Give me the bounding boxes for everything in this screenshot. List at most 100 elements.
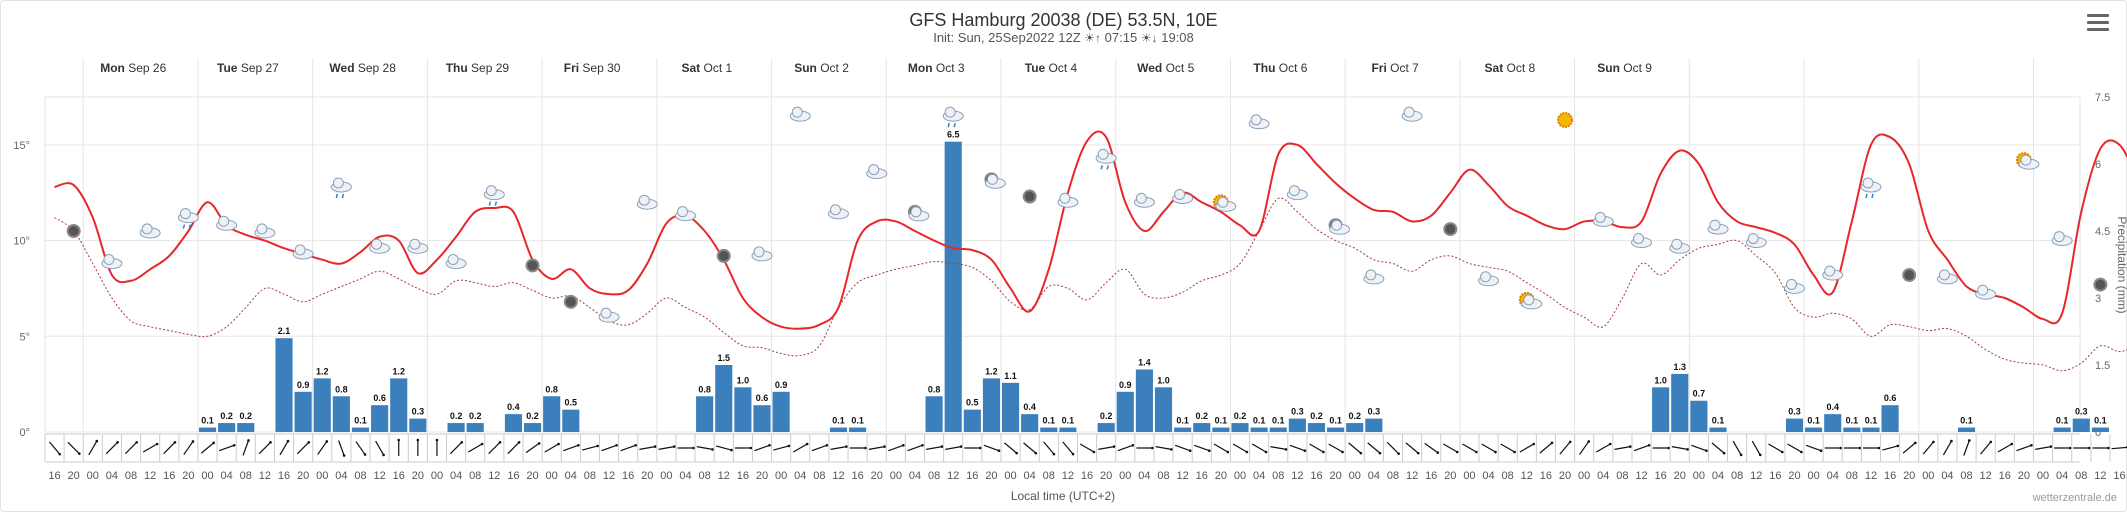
hour-label: 08 [1157, 470, 1169, 482]
wind-tip [480, 442, 484, 446]
wind-tip [363, 453, 367, 456]
cloud-icon [1401, 106, 1423, 122]
hour-label: 04 [1712, 470, 1724, 482]
hour-label: 00 [87, 470, 99, 482]
cloud-rain-icon [1095, 148, 1117, 170]
wind-tip [155, 442, 159, 446]
wind-tip [1667, 446, 1670, 450]
wind-tip [498, 441, 502, 444]
precip-label: 0.2 [240, 411, 253, 421]
wind-tip [1322, 450, 1325, 454]
day-label: Sun Oct 9 [1597, 61, 1652, 75]
cloud-puff [1174, 188, 1186, 200]
sunrise-time: 07:15 [1104, 30, 1138, 45]
cloud-puff [1862, 177, 1874, 189]
precip-label: 0.8 [335, 384, 348, 394]
wind-barb [297, 441, 310, 455]
sun-cloud-icon [1518, 291, 1543, 310]
wind-barb [544, 443, 559, 453]
hour-label: 12 [1865, 470, 1877, 482]
precip-label: 0.2 [220, 411, 233, 421]
precip-label: 0.9 [1119, 380, 1132, 390]
precip-bar [1785, 418, 1804, 432]
day-label: Wed Oct 5 [1137, 61, 1194, 75]
cloud-puff [179, 208, 191, 220]
precip-bar [1021, 414, 1039, 432]
precip-label: 6.5 [947, 130, 960, 140]
wind-barb [888, 444, 904, 452]
wind-barb [1500, 443, 1515, 453]
left-tick: 10° [13, 236, 30, 248]
wind-barb [218, 444, 235, 452]
plot-border [44, 96, 2081, 433]
precip-label: 0.1 [1043, 416, 1056, 426]
chart-title: GFS Hamburg 20038 (DE) 53.5N, 10E [909, 10, 1218, 30]
hour-label: 16 [1999, 470, 2011, 482]
precip-bar [1212, 427, 1230, 432]
credit-text[interactable]: wetterzentrale.de [2032, 492, 2117, 504]
right-axis: 0 1.5 3 4.5 6 7.5 Precipitation (mm) [2095, 92, 2127, 439]
sun-icon [1557, 111, 1574, 128]
moon-cloud-icon [1328, 218, 1351, 235]
precip-bar [1346, 423, 1364, 432]
wind-tip [921, 443, 924, 447]
wind-barb [582, 445, 598, 451]
right-tick: 1.5 [2095, 360, 2110, 372]
init-time: Init: Sun, 25Sep2022 12Z [933, 30, 1081, 45]
hour-label: 08 [1502, 470, 1514, 482]
wind-tip [615, 443, 618, 447]
cloud-puff [600, 307, 612, 319]
moon-disc [563, 294, 578, 309]
hour-label: 04 [221, 470, 233, 482]
wind-barb [1155, 446, 1172, 450]
precip-label: 0.1 [1329, 416, 1342, 426]
cloud-puff [1747, 232, 1759, 244]
x-axis: 16 20 00 04 08 12 16 20 00 04 08 12 16 20 00 04 08 12 16 20… [48, 470, 2125, 503]
cloud-puff [986, 173, 998, 185]
wind-barb [1023, 442, 1037, 454]
wind-barb [1174, 444, 1191, 452]
moon-icon [66, 224, 81, 238]
precip-bar [447, 423, 465, 432]
precip-label: 0.7 [1693, 389, 1706, 399]
wind-tip [1284, 448, 1288, 451]
cloud-rain-icon [177, 208, 199, 229]
cloud-puff [1671, 238, 1683, 250]
cloud-puff [1709, 219, 1721, 231]
wind-barb [1309, 443, 1324, 453]
hour-label: 00 [546, 470, 558, 482]
wind-barb [525, 442, 540, 454]
cloud-puff [1594, 211, 1606, 223]
hour-label: 20 [68, 470, 80, 482]
wind-tip [460, 441, 464, 444]
wind-row [44, 433, 2127, 463]
cloud-puff [141, 223, 153, 235]
cloud-puff [1365, 269, 1377, 281]
wind-barb [1213, 443, 1229, 453]
precip-bar [1881, 405, 1899, 432]
hour-label: 08 [1960, 470, 1972, 482]
wind-barb [1481, 443, 1496, 453]
precip-label: 0.1 [1712, 416, 1725, 426]
wind-tip [1532, 442, 1536, 446]
cloud-puff [829, 204, 841, 216]
precip-bar [772, 391, 790, 432]
precip-bar [1805, 427, 1823, 432]
cloud-puff [332, 177, 344, 189]
wind-tip [1170, 448, 1173, 451]
hour-label: 08 [1272, 470, 1284, 482]
wind-barb [1805, 444, 1822, 452]
hamburger-menu-icon[interactable] [2087, 14, 2109, 34]
cloud-rain-icon [483, 185, 505, 206]
wind-tip [1188, 449, 1192, 453]
right-tick: 4.5 [2095, 226, 2110, 238]
hour-label: 00 [431, 470, 443, 482]
cloud-puff [910, 206, 922, 218]
precip-label: 0.3 [1788, 407, 1801, 417]
precip-bar [1709, 427, 1727, 432]
sun-cloud-icon [2015, 152, 2040, 170]
wind-tip [1568, 440, 1572, 444]
left-tick: 5° [19, 331, 30, 343]
wind-barb [907, 444, 923, 452]
